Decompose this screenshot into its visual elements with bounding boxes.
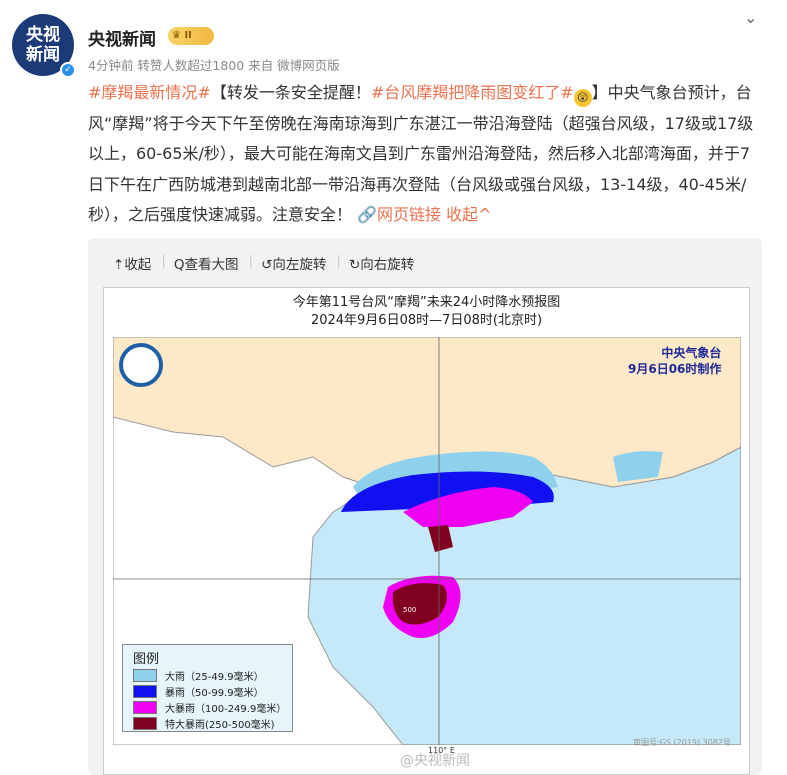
map-approval-number: 审图号:GS (2019) 3082号 xyxy=(633,738,732,747)
rain-torrential-area xyxy=(403,487,533,527)
map-legend: 图例 大雨（25-49.9毫米） 暴雨（50-99.9毫米） 大暴雨（100-2… xyxy=(122,644,293,732)
collapse-image-button[interactable]: ⇡收起 xyxy=(113,257,152,273)
rain-heavy-area-east xyxy=(613,451,663,482)
rain-extreme-hainan xyxy=(392,583,447,625)
rotate-left-button[interactable]: ↺向左旋转 xyxy=(261,257,327,273)
hashtag-link[interactable]: #摩羯最新情况# xyxy=(88,83,211,102)
view-large-button[interactable]: Q查看大图 xyxy=(173,257,239,273)
legend-item: 大暴雨（100-249.9毫米） xyxy=(133,701,286,715)
rotate-right-icon: ↻ xyxy=(348,257,361,273)
agency-stamp: 中央气象台 9月6日06时制作 xyxy=(628,346,722,376)
upload-arrow-icon: ⇡ xyxy=(113,257,125,273)
post-meta: 4分钟前 转赞人数超过1800 来自 微博网页版 xyxy=(88,58,340,73)
rain-extreme-area-leizhou xyxy=(428,525,453,552)
web-link[interactable]: 🔗网页链接 xyxy=(357,205,442,224)
legend-item: 暴雨（50-99.9毫米） xyxy=(133,685,264,699)
cma-logo-icon xyxy=(119,343,163,387)
peak-label: 500 xyxy=(403,606,416,614)
author-name[interactable]: 央视新闻 xyxy=(88,30,156,50)
search-icon: Q xyxy=(173,257,185,273)
legend-item: 特大暴雨(250-500毫米) xyxy=(133,717,275,731)
avatar[interactable]: 央视新闻 xyxy=(12,14,74,76)
rotate-left-icon: ↺ xyxy=(261,257,273,273)
chevron-down-icon[interactable]: ⌄ xyxy=(744,8,758,27)
watermark: @央视新闻 xyxy=(400,753,470,769)
surprised-emoji-icon: 😲 xyxy=(573,89,592,107)
image-toolbar: ⇡收起 | Q查看大图 | ↺向左旋转 | ↻向右旋转 xyxy=(113,253,424,273)
collapse-text-button[interactable]: 收起^ xyxy=(446,205,492,224)
legend-item: 大雨（25-49.9毫米） xyxy=(133,669,264,683)
vip-crown-badge[interactable]: ♛ II xyxy=(168,27,214,45)
hashtag-link[interactable]: #台风摩羯把降雨图变红了# xyxy=(370,83,574,102)
longitude-label: 110° E xyxy=(428,746,455,755)
verified-icon: ✓ xyxy=(60,62,76,78)
post-text: #摩羯最新情况#【转发一条安全提醒！#台风摩羯把降雨图变红了# 😲 】中央气象台预计… xyxy=(88,83,754,224)
map-title: 今年第11号台风“摩羯”未来24小时降水预报图 2024年9月6日08时—7日08… xyxy=(292,295,561,328)
rotate-right-button[interactable]: ↻向右旋转 xyxy=(348,257,415,273)
map-graphic: 500 xyxy=(113,337,741,745)
